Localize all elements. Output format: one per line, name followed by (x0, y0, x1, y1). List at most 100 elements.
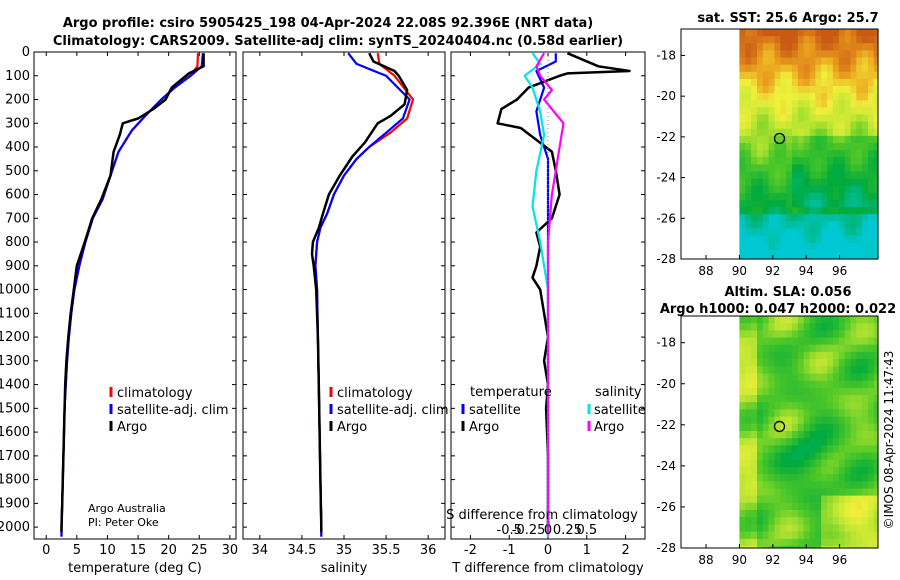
diff-s-axis-label: S difference from climatology (446, 508, 638, 523)
map-sst-ytick-label: -26 (656, 211, 676, 225)
diff-legend-label: Argo (594, 420, 624, 435)
depth-tick-label: 1200 (0, 330, 30, 345)
salinity-series-line (310, 52, 409, 532)
map-sla-xtick-label: 90 (732, 553, 747, 567)
map-sla-xtick-label: 94 (799, 553, 814, 567)
depth-tick-label: 700 (5, 211, 30, 226)
temperature-xtick-label: 10 (99, 543, 116, 558)
temperature-axes-box (33, 51, 237, 540)
depth-tick-label: 200 (5, 93, 30, 108)
map-sst-ytick-label: -20 (656, 89, 676, 103)
map-sst-title-line-1: sat. SST: 25.6 Argo: 25.7 (697, 11, 878, 26)
map-sst-xtick-label: 92 (765, 264, 780, 278)
temperature-panel: 0 5 10 15 20 25 300100200300400500600700800900… (0, 45, 238, 576)
depth-tick-label: 100 (5, 69, 30, 84)
map-sla-ytick-label: -18 (656, 336, 676, 350)
map-sst-field (739, 29, 879, 260)
depth-tick-label: 800 (5, 235, 30, 250)
diff-s-tick-label: -0.25 (512, 523, 546, 538)
diff-legend-temperature-title: temperature (470, 385, 552, 400)
difference-xtick-label: -1 (503, 543, 516, 558)
credit-line-2: PI: Peter Oke (88, 516, 159, 529)
diff-legend-label: satellite (594, 403, 646, 418)
map-sla-ytick-label: -22 (656, 418, 676, 432)
diff-s-tick-label: -0.5 (497, 523, 522, 538)
temperature-xtick-label: 5 (73, 543, 81, 558)
title-line-2: Climatology: CARS2009. Satellite-adj cli… (53, 34, 623, 49)
difference-xtick-label: 0 (544, 543, 552, 558)
copyright-text: ©IMOS 08-Apr-2024 11:47:43 (882, 351, 896, 530)
temperature-series-line (60, 53, 205, 532)
difference-xtick-label: 1 (583, 543, 591, 558)
depth-tick-label: 2000 (0, 520, 30, 535)
map-sla-frame (680, 315, 879, 549)
diff-legend-salinity-title: salinity (595, 385, 642, 400)
map-sst-xtick-label: 88 (698, 264, 713, 278)
credit-line-1: Argo Australia (88, 502, 166, 515)
salinity-xtick-label: 35.5 (372, 543, 401, 558)
difference-panel: -2 -1 0 1 2 T difference from climatology temp… (446, 51, 646, 576)
map-sla-xtick-label: 96 (832, 553, 847, 567)
map-sla-xtick-label: 88 (698, 553, 713, 567)
salinity-legend-label: satellite-adj. clim (337, 403, 449, 418)
diff-legend-label: Argo (469, 420, 499, 435)
difference-xtick-label: -2 (464, 543, 477, 558)
difference-xtick-label: 2 (621, 543, 629, 558)
map-sla-title-line-2: Argo h1000: 0.047 h2000: 0.022 (660, 302, 896, 317)
map-sla-ytick-label: -24 (656, 459, 676, 473)
map-sst-ytick-label: -18 (656, 48, 676, 62)
title-line-1: Argo profile: csiro 5905425_198 04-Apr-2… (63, 16, 593, 31)
diff-s-tick-label: 0.5 (576, 523, 597, 538)
salinity-legend-label: climatology (337, 386, 413, 401)
depth-tick-label: 1500 (0, 401, 30, 416)
map-sst-xtick-label: 96 (832, 264, 847, 278)
depth-tick-label: 1400 (0, 378, 30, 393)
depth-tick-label: 400 (5, 140, 30, 155)
depth-tick-label: 1600 (0, 425, 30, 440)
depth-tick-label: 1700 (0, 449, 30, 464)
depth-tick-label: 1100 (0, 306, 30, 321)
diff-s-tick-label: 0.25 (553, 523, 582, 538)
map-sla-xtick-label: 92 (765, 553, 780, 567)
map-sst-ytick-label: -24 (656, 171, 676, 185)
salinity-legend-label: Argo (337, 420, 367, 435)
map-sst-ytick-label: -22 (656, 130, 676, 144)
map-sst-ytick-label: -28 (656, 252, 676, 266)
depth-tick-label: 0 (22, 45, 30, 60)
map-sla-ytick-label: -26 (656, 500, 676, 514)
depth-tick-label: 300 (5, 116, 30, 131)
map-sst-frame (680, 28, 879, 260)
depth-tick-label: 1800 (0, 473, 30, 488)
temperature-xtick-label: 0 (42, 543, 50, 558)
depth-tick-label: 500 (5, 164, 30, 179)
salinity-xtick-label: 34 (252, 543, 269, 558)
salinity-xtick-label: 34.5 (287, 543, 316, 558)
salinity-panel: 34 34.5 35 35.5 36 salinity climatology satelli… (242, 51, 449, 576)
salinity-axes-box (242, 51, 446, 540)
sst-map: sat. SST: 25.6 Argo: 25.7 88 90 92 94 96 -18 -2… (656, 11, 878, 278)
temperature-legend-label: satellite-adj. clim (117, 403, 229, 418)
temperature-legend-label: climatology (117, 386, 193, 401)
map-sla-title-line-1: Altim. SLA: 0.056 (725, 285, 852, 300)
salinity-xtick-label: 36 (420, 543, 437, 558)
salinity-xlabel: salinity (321, 561, 368, 576)
temperature-xtick-label: 15 (130, 543, 147, 558)
map-sst-xtick-label: 94 (799, 264, 814, 278)
map-sst-argo-marker (773, 132, 786, 145)
depth-tick-label: 1000 (0, 283, 30, 298)
sla-map: Altim. SLA: 0.056 Argo h1000: 0.047 h2000… (656, 285, 896, 567)
depth-tick-label: 900 (5, 259, 30, 274)
temperature-xlabel: temperature (deg C) (68, 561, 202, 576)
diff-s-tick-label: 0 (544, 523, 552, 538)
difference-xlabel: T difference from climatology (451, 561, 644, 576)
map-sla-field (739, 316, 879, 549)
depth-tick-label: 600 (5, 188, 30, 203)
depth-tick-label: 1300 (0, 354, 30, 369)
temperature-xtick-label: 25 (191, 543, 208, 558)
depth-tick-label: 1900 (0, 496, 30, 511)
map-sla-ytick-label: -20 (656, 377, 676, 391)
map-sla-ytick-label: -28 (656, 541, 676, 555)
salinity-xtick-label: 35 (336, 543, 353, 558)
temperature-xtick-label: 20 (160, 543, 177, 558)
